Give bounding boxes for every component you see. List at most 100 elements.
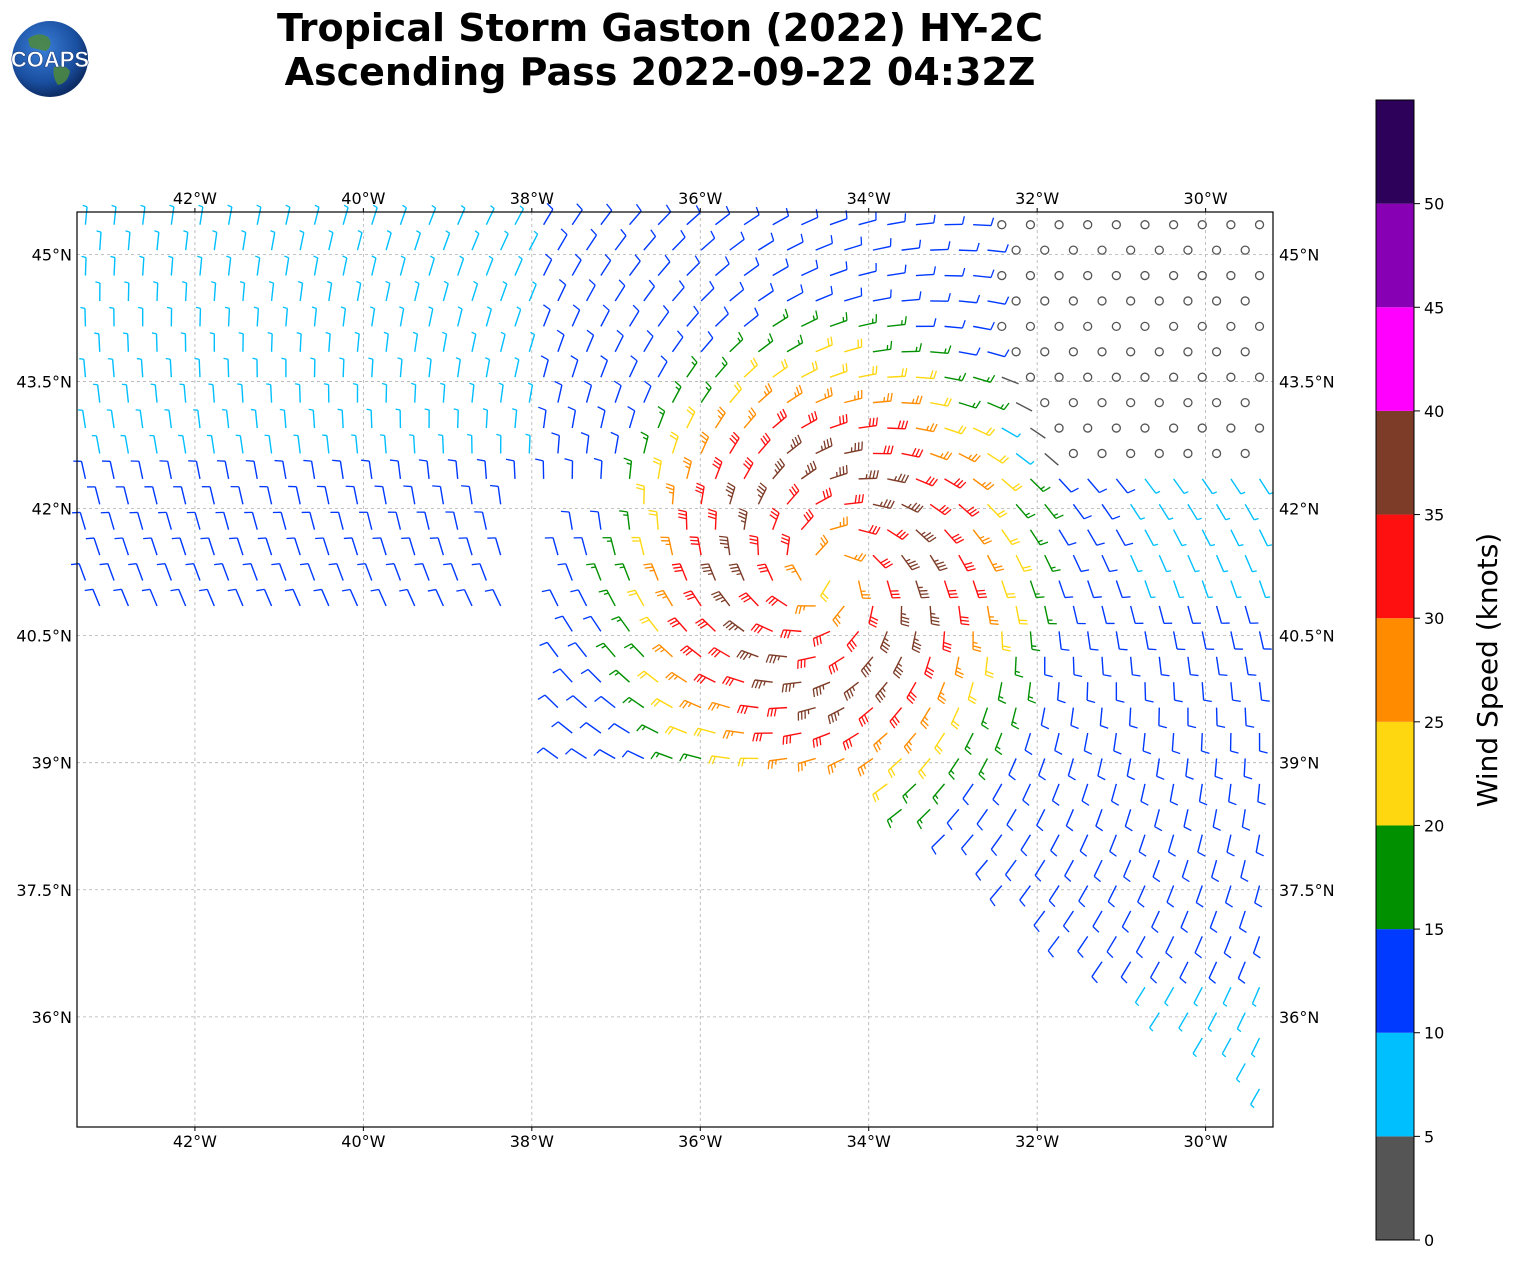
wind-barb xyxy=(930,345,952,355)
wind-barb xyxy=(901,447,924,458)
wind-barb xyxy=(868,605,879,628)
wind-barb xyxy=(414,280,420,302)
wind-barb xyxy=(1087,478,1108,494)
wind-barbs xyxy=(70,202,1274,1109)
wind-barb xyxy=(368,357,374,378)
wind-barb xyxy=(301,511,316,530)
wind-barb xyxy=(915,214,936,226)
colorbar-tick-label: 15 xyxy=(1424,920,1444,939)
wind-barb xyxy=(643,563,659,581)
wind-barb xyxy=(1054,423,1064,433)
wind-barb xyxy=(313,255,319,276)
colorbar-tick-label: 5 xyxy=(1424,1127,1434,1146)
wind-barb xyxy=(1110,783,1120,806)
wind-barb xyxy=(72,511,87,530)
wind-barb xyxy=(1140,321,1150,332)
wind-barb xyxy=(901,239,922,251)
wind-barb xyxy=(567,642,588,658)
wind-barb xyxy=(932,783,946,805)
wind-barb xyxy=(266,383,273,403)
wind-barb xyxy=(397,357,403,378)
colorbar-tick-label: 25 xyxy=(1424,713,1444,732)
wind-barb xyxy=(144,486,158,505)
wind-barb xyxy=(455,357,461,378)
wind-barb xyxy=(1050,834,1060,857)
wind-barb xyxy=(929,503,952,516)
wind-barb xyxy=(1011,296,1021,306)
wind-barb xyxy=(650,751,673,760)
wind-barb xyxy=(1241,809,1251,831)
wind-barb xyxy=(1226,220,1236,230)
wind-barb xyxy=(180,332,187,352)
wind-barb xyxy=(1201,478,1217,495)
wind-barb xyxy=(1054,220,1064,230)
wind-barb xyxy=(271,563,287,581)
wind-barb xyxy=(972,631,982,653)
wind-barb xyxy=(815,285,833,302)
wind-barb xyxy=(972,529,992,545)
wind-barb xyxy=(1197,834,1206,857)
wind-barb xyxy=(1169,783,1179,806)
wind-barb xyxy=(242,563,258,581)
wind-barb xyxy=(715,205,731,226)
wind-barb xyxy=(1087,529,1105,546)
wind-barb xyxy=(535,458,545,479)
wind-barb xyxy=(164,409,173,429)
wind-barb xyxy=(1180,910,1189,934)
wind-barb xyxy=(643,380,652,403)
wind-barb xyxy=(752,732,773,742)
wind-barb xyxy=(1040,296,1050,306)
wind-barb xyxy=(915,266,937,277)
wind-barb xyxy=(1126,296,1136,306)
wind-barb xyxy=(457,204,466,225)
wind-barb xyxy=(1244,707,1255,728)
wind-barb xyxy=(96,230,102,251)
wind-barb xyxy=(695,482,705,505)
wind-barb xyxy=(700,431,710,454)
wind-barb xyxy=(114,537,130,556)
wind-barb xyxy=(1099,707,1109,729)
wind-barb xyxy=(700,230,716,251)
tick-label-bottom: 42°W xyxy=(173,1132,217,1151)
wind-barb xyxy=(1258,631,1272,650)
wind-barb xyxy=(958,605,970,626)
wind-barb xyxy=(212,230,218,251)
wind-barb xyxy=(669,431,679,454)
wind-barb xyxy=(457,255,465,276)
wind-barb xyxy=(570,355,579,378)
wind-barb xyxy=(445,511,459,530)
wind-barb xyxy=(1254,220,1265,230)
wind-barb xyxy=(1154,347,1164,357)
wind-barb xyxy=(842,732,859,751)
wind-barb xyxy=(1226,834,1235,857)
wind-barb xyxy=(693,727,716,737)
wind-barb xyxy=(725,482,736,505)
wind-barb xyxy=(950,707,960,730)
wind-barb xyxy=(544,537,559,556)
wind-barb xyxy=(1158,656,1170,677)
wind-barb xyxy=(844,236,863,251)
wind-barb xyxy=(820,580,831,603)
wind-barb xyxy=(1010,707,1020,730)
wind-barb xyxy=(201,486,215,505)
wind-barb xyxy=(636,724,659,734)
wind-barb xyxy=(387,511,402,530)
wind-barb xyxy=(552,668,573,683)
wind-barb xyxy=(595,642,616,658)
wind-barb xyxy=(711,590,731,607)
wind-barb xyxy=(1209,910,1218,934)
wind-barb xyxy=(325,331,331,352)
wind-barb xyxy=(1087,631,1099,651)
wind-barb xyxy=(1140,270,1150,281)
wind-barb xyxy=(844,287,863,302)
wind-barb xyxy=(385,563,402,581)
tick-label-top: 34°W xyxy=(847,189,891,208)
wind-barb xyxy=(832,605,845,627)
wind-barb xyxy=(915,476,938,487)
wind-barb xyxy=(1068,397,1079,408)
wind-barb xyxy=(259,485,273,505)
wind-barb xyxy=(1025,220,1036,230)
wind-barb xyxy=(975,859,989,881)
wind-barb xyxy=(1038,758,1046,781)
